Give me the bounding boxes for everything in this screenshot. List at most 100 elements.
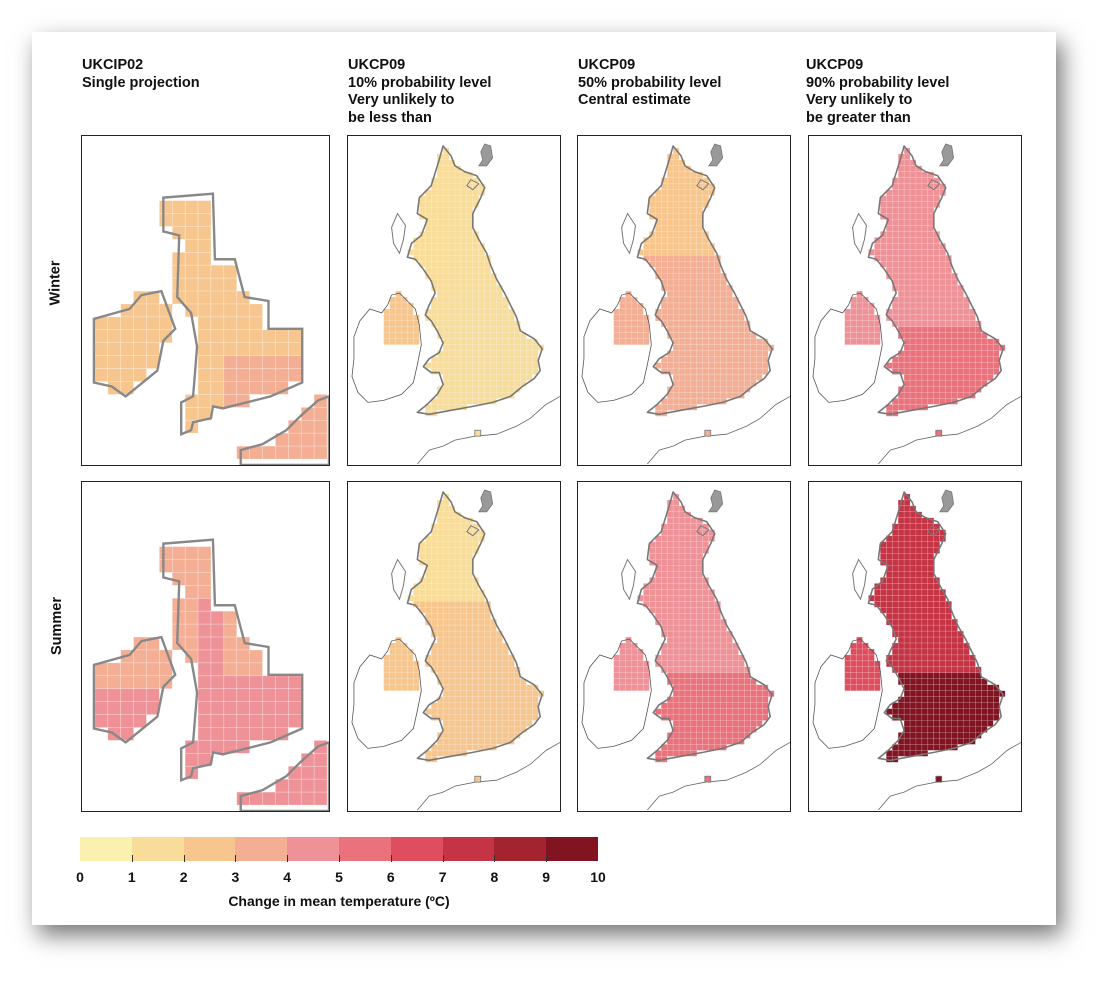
grid-cell — [726, 720, 733, 727]
grid-cell — [666, 750, 674, 757]
grid-cell — [661, 255, 668, 262]
grid-cell — [744, 696, 751, 703]
grid-cell — [460, 654, 468, 662]
grid-cell — [874, 684, 881, 691]
grid-cell — [448, 183, 456, 190]
grid-cell — [714, 636, 721, 644]
grid-cell — [413, 243, 420, 250]
grid-cell — [963, 666, 970, 674]
grid-cell — [880, 207, 887, 214]
grid-cell — [909, 392, 917, 399]
legend-tick-label: 1 — [127, 869, 136, 885]
grid-cell — [466, 636, 474, 644]
grid-cell — [661, 368, 668, 375]
channel-islands — [935, 775, 943, 783]
grid-cell — [903, 523, 911, 530]
grid-cell — [197, 585, 212, 599]
grid-cell — [442, 654, 450, 662]
grid-cell — [720, 636, 727, 644]
grid-cell — [672, 153, 680, 161]
grid-cell — [915, 571, 923, 578]
grid-cell — [987, 714, 994, 721]
grid-cell — [133, 714, 147, 728]
legend-tick — [494, 855, 496, 862]
grid-cell — [933, 702, 940, 709]
grid-cell — [915, 267, 923, 274]
grid-cell — [702, 362, 709, 369]
grid-cell — [661, 553, 668, 560]
grid-cell — [466, 356, 474, 363]
grid-cell — [684, 183, 692, 190]
grid-cell — [975, 690, 982, 697]
grid-cell — [921, 392, 929, 399]
grid-cell — [927, 541, 935, 548]
grid-cell — [915, 702, 923, 709]
grid-cell — [210, 675, 225, 690]
grid-cell — [690, 314, 698, 322]
grid-cell — [496, 314, 503, 322]
grid-cell — [107, 342, 121, 356]
great-britain-outline — [406, 491, 543, 762]
grid-cell — [684, 320, 692, 328]
grid-cell — [762, 368, 769, 375]
grid-cell — [472, 308, 479, 316]
grid-cell — [915, 380, 923, 387]
grid-cell — [448, 726, 456, 733]
grid-cell — [436, 356, 444, 363]
grid-cell — [472, 189, 479, 196]
grid-cell — [690, 559, 698, 566]
grid-cell — [897, 201, 905, 208]
grid-cell — [448, 571, 456, 578]
grid-cell — [407, 338, 414, 345]
grid-cell — [696, 654, 704, 662]
grid-cell — [903, 702, 911, 709]
grid-cell — [413, 326, 420, 334]
grid-cell — [672, 648, 680, 656]
grid-cell — [478, 326, 485, 334]
grid-cell — [909, 613, 917, 620]
grid-cell — [508, 732, 515, 739]
grid-cell — [963, 362, 970, 369]
grid-cell — [625, 326, 632, 334]
grid-cell — [460, 398, 468, 405]
grid-cell — [678, 642, 686, 650]
grid-cell — [702, 380, 709, 387]
grid-cell — [448, 589, 456, 596]
header-line: UKCP09 — [578, 57, 636, 73]
grid-cell — [897, 362, 905, 369]
grid-cell — [726, 338, 733, 345]
grid-cell — [472, 672, 479, 680]
grid-cell — [702, 272, 709, 280]
grid-cell — [661, 243, 668, 250]
grid-cell — [975, 720, 982, 727]
grid-cell — [702, 642, 709, 650]
grid-cell — [478, 690, 485, 697]
grid-cell — [892, 750, 899, 757]
grid-cell — [672, 499, 680, 507]
grid-cell — [921, 249, 929, 256]
grid-cell — [915, 344, 923, 351]
grid-cell — [223, 342, 238, 356]
grid-cell — [454, 398, 462, 405]
grid-cell — [957, 338, 964, 345]
grid-cell — [738, 666, 745, 674]
grid-cell — [454, 654, 462, 662]
grid-cell — [720, 320, 727, 328]
grid-cell — [939, 380, 946, 387]
grid-cell — [419, 589, 426, 596]
grid-cell — [661, 219, 668, 226]
grid-cell — [897, 249, 905, 256]
grid-cell — [726, 654, 733, 662]
grid-cell — [750, 702, 757, 709]
grid-cell — [460, 225, 468, 232]
grid-cell — [431, 213, 438, 220]
grid-cell — [927, 714, 935, 721]
grid-cell — [933, 642, 940, 650]
grid-cell — [431, 261, 438, 268]
grid-cell — [939, 267, 946, 274]
grid-cell — [401, 308, 408, 316]
grid-cell — [957, 368, 964, 375]
grid-cell — [874, 332, 881, 339]
grid-cell — [472, 386, 479, 393]
grid-cell — [197, 381, 212, 395]
